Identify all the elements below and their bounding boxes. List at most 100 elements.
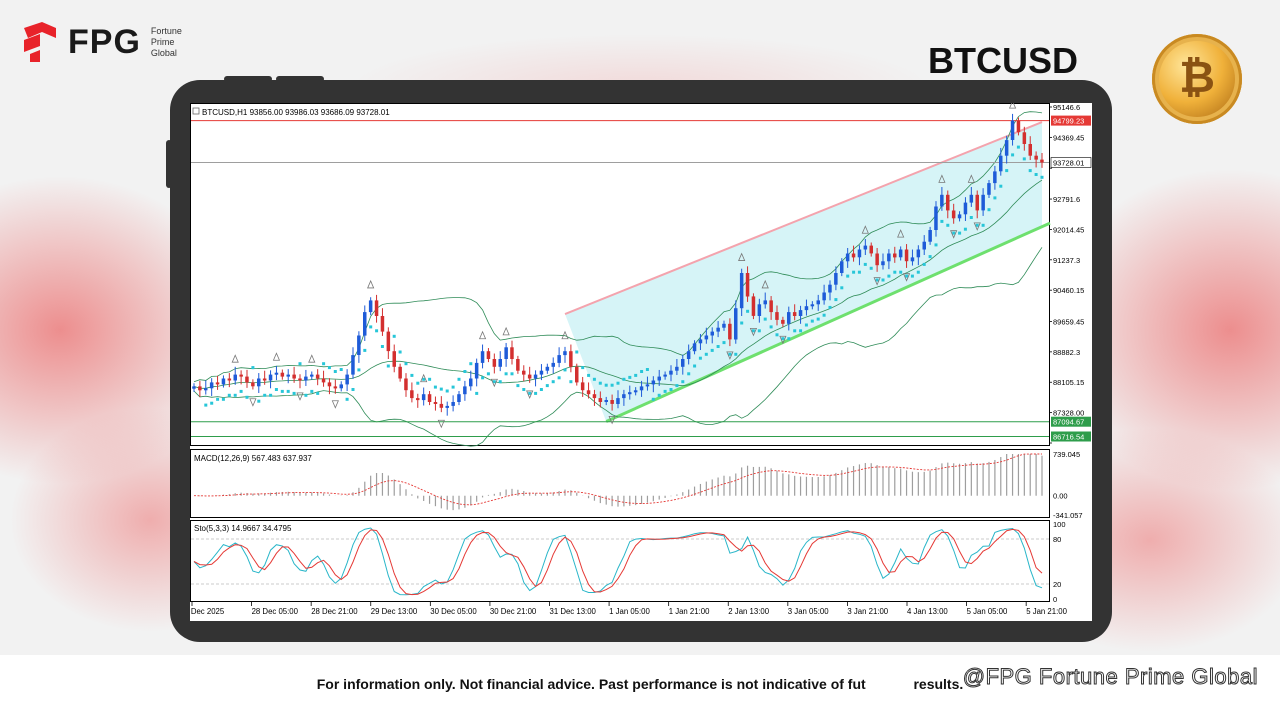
stoch-y-tick: 0: [1053, 595, 1057, 604]
macd-header: MACD(12,26,9) 567.483 637.937: [194, 454, 312, 463]
stoch-d-line: [193, 528, 1043, 596]
candle-body: [209, 382, 214, 389]
sar-dot: [216, 397, 220, 401]
sar-dot: [757, 329, 761, 333]
sar-dot: [969, 216, 973, 219]
candle-body: [993, 171, 997, 184]
sar-dot: [840, 286, 844, 290]
channel-upper-line: [564, 121, 1043, 315]
candle-body: [951, 210, 956, 219]
sar-dot: [363, 348, 367, 352]
fractal-down-marker: [437, 419, 445, 429]
sar-dot: [834, 298, 838, 302]
fractal-down-marker: [526, 390, 534, 399]
candle-body: [922, 241, 926, 250]
sar-dot: [398, 350, 402, 354]
sar-dot: [852, 270, 856, 274]
macd-y-tick: -341.057: [1053, 511, 1083, 520]
fractal-down-marker: [873, 277, 881, 286]
candle-body: [598, 398, 603, 402]
candle-body: [421, 394, 426, 401]
candle-body: [798, 310, 803, 316]
sar-dot: [687, 372, 691, 376]
candle-body: [245, 376, 249, 383]
y-tick-label: 91237.3: [1053, 256, 1080, 265]
sar-dot: [893, 270, 897, 274]
sar-dot: [339, 368, 343, 371]
candle-body: [716, 327, 720, 332]
trading-chart[interactable]: 739.045 0.00 -341.057 100 80 20 0 95146.6 9436…: [180, 100, 1092, 621]
x-tick-label: 31 Dec 13:00: [550, 607, 597, 616]
sar-dot: [257, 399, 261, 403]
candle-body: [315, 374, 320, 379]
sar-dot: [934, 243, 938, 247]
candle-body: [1016, 120, 1021, 133]
sar-dot: [469, 362, 473, 366]
candle-body: [692, 343, 697, 352]
candle-body: [781, 319, 785, 324]
sar-dot: [604, 383, 608, 387]
sar-dot: [952, 231, 956, 235]
candle-body: [934, 206, 938, 230]
bollinger-middle: [193, 179, 1043, 389]
sar-dot: [710, 348, 714, 352]
sar-dot: [445, 389, 449, 393]
sar-dot: [575, 350, 579, 354]
disclaimer: For information only. Not financial advi…: [0, 676, 1280, 692]
sar-dot: [392, 334, 396, 338]
sar-dot: [492, 380, 496, 384]
sar-dot: [534, 391, 538, 395]
sar-dot: [634, 373, 638, 377]
sar-dot: [810, 319, 814, 323]
candle-body: [881, 261, 885, 266]
candle-body: [351, 355, 355, 375]
chart-menu-icon[interactable]: [192, 107, 200, 115]
candle-body: [628, 392, 632, 395]
fractal-up-marker: [1008, 100, 1017, 109]
candle-body: [363, 312, 367, 336]
sar-dot: [286, 389, 290, 393]
sar-dot: [905, 274, 909, 278]
sar-dot: [333, 370, 337, 373]
candle-body: [722, 323, 726, 328]
candle-body: [504, 347, 508, 359]
price-label-text: 94799.23: [1053, 117, 1084, 126]
stochastic-header: Sto(5,3,3) 14.9667 34.4795: [194, 524, 292, 533]
x-tick-label: 5 Jan 05:00: [967, 607, 1008, 616]
candle-body: [262, 378, 267, 381]
x-tick-label: 1 Jan 21:00: [669, 607, 710, 616]
candle-body: [380, 316, 385, 332]
candle-body: [580, 382, 585, 391]
sar-dot: [987, 208, 991, 212]
candle-body: [469, 378, 473, 387]
candle-body: [404, 378, 408, 391]
candle-body: [610, 400, 614, 404]
sar-dot: [963, 227, 967, 231]
sar-dot: [587, 373, 591, 377]
candle-body: [910, 257, 915, 262]
sar-dot: [610, 383, 614, 387]
x-tick-label: 29 Dec 13:00: [371, 607, 418, 616]
stoch-k-line: [193, 527, 1043, 596]
sar-dot: [616, 381, 620, 385]
sar-dot: [675, 384, 679, 388]
fractal-down-marker: [973, 222, 981, 231]
candle-body: [569, 351, 573, 367]
sar-dot: [775, 333, 779, 337]
sar-dot: [1022, 157, 1026, 161]
candle-body: [274, 372, 279, 375]
candle-body: [445, 405, 449, 408]
candle-body: [392, 351, 396, 367]
sar-dot: [327, 366, 331, 370]
sar-dot: [645, 368, 649, 371]
sar-dot: [292, 391, 296, 395]
candle-body: [651, 380, 656, 385]
sar-dot: [922, 262, 926, 266]
candle-body: [1010, 120, 1015, 140]
sar-dot: [522, 388, 526, 391]
sar-dot: [975, 223, 979, 227]
candle-body: [639, 386, 644, 391]
y-tick-label: 89659.45: [1053, 318, 1084, 327]
chart-screen[interactable]: 739.045 0.00 -341.057 100 80 20 0 95146.6 9436…: [180, 100, 1092, 621]
fractal-up-marker: [308, 354, 316, 363]
